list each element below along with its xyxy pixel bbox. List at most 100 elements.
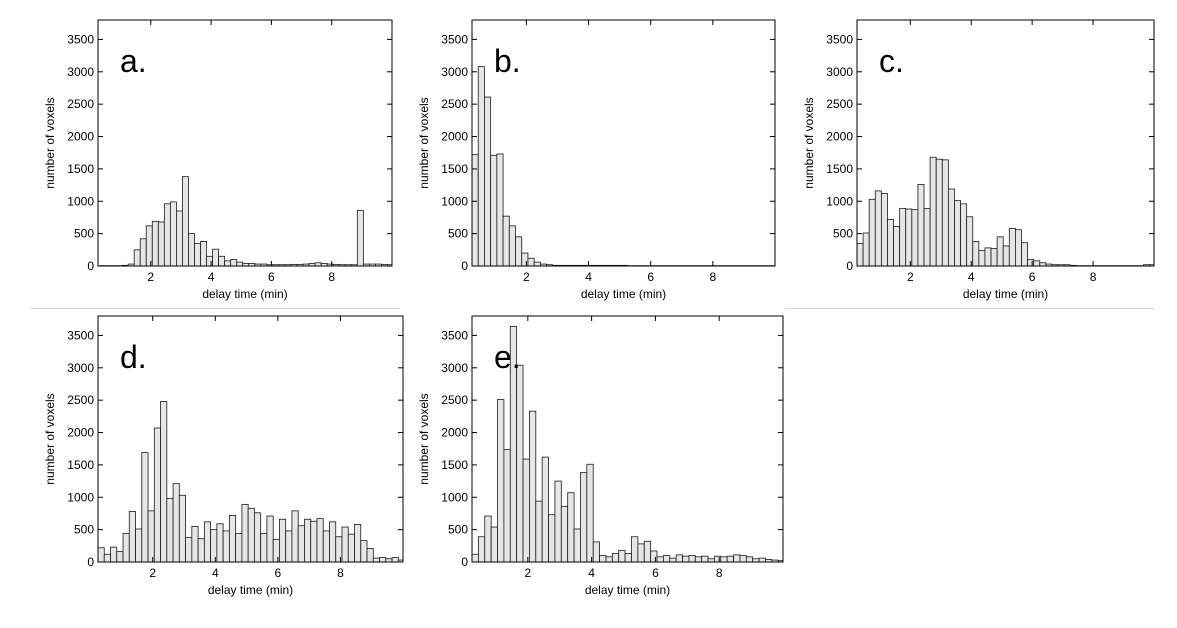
panel-label: b. [494, 43, 521, 79]
histogram-bar [176, 211, 182, 266]
y-tick-label: 3500 [826, 32, 853, 46]
histogram-bar [875, 191, 881, 266]
histogram-bar [894, 227, 900, 266]
histogram-bar [906, 209, 912, 266]
x-tick-label: 8 [328, 270, 335, 284]
y-axis-label: number of voxels [802, 97, 816, 188]
histogram-bar [936, 159, 942, 266]
histogram-bar [472, 554, 478, 562]
histogram-bar [117, 552, 123, 562]
histogram-bar [638, 544, 644, 562]
histogram-bar [158, 222, 164, 266]
histogram-bar [721, 557, 727, 562]
histogram-bar [242, 504, 248, 562]
histogram-bar [392, 557, 398, 562]
histogram-bar [484, 97, 490, 266]
histogram-bar [542, 457, 548, 562]
histogram-bar [355, 524, 361, 562]
y-tick-label: 1000 [441, 194, 468, 208]
x-axis-label: delay time (min) [963, 287, 1048, 301]
histogram-bar [991, 249, 997, 266]
histogram-bar [211, 530, 217, 562]
histogram-bar [1021, 243, 1027, 266]
histogram-bar [857, 243, 863, 266]
histogram-bar [555, 481, 561, 562]
y-tick-label: 1000 [441, 490, 468, 504]
y-tick-label: 2000 [826, 130, 853, 144]
y-tick-label: 2500 [826, 97, 853, 111]
histogram-bar [536, 501, 542, 562]
y-tick-label: 1500 [67, 458, 94, 472]
histogram-bar [167, 499, 173, 562]
histogram-bar [973, 241, 979, 266]
histogram-bar [702, 556, 708, 562]
y-tick-label: 1500 [441, 458, 468, 472]
histogram-bar [478, 537, 484, 562]
histogram-bar [223, 531, 229, 562]
x-tick-label: 6 [268, 270, 275, 284]
panel-label: e. [494, 339, 521, 375]
x-tick-label: 8 [1090, 270, 1097, 284]
histogram-bar [676, 555, 682, 562]
histogram-bar [930, 157, 936, 266]
histogram-bar [695, 557, 701, 562]
x-axis-label: delay time (min) [202, 287, 287, 301]
histogram-bar [357, 210, 363, 266]
histogram-bar [164, 204, 170, 266]
histogram-bar [663, 556, 669, 562]
y-tick-label: 1000 [67, 490, 94, 504]
histogram-bar [188, 234, 194, 266]
histogram-bar [714, 556, 720, 562]
histogram-bar [298, 526, 304, 562]
y-tick-label: 3000 [826, 65, 853, 79]
histogram-bar [198, 539, 204, 562]
y-tick-label: 2500 [67, 97, 94, 111]
histogram-bar [522, 253, 528, 266]
y-tick-label: 3000 [67, 65, 94, 79]
x-tick-label: 4 [588, 566, 595, 580]
histogram-bar [311, 521, 317, 562]
histogram-bar [140, 239, 146, 266]
y-tick-label: 2500 [441, 393, 468, 407]
x-tick-label: 6 [1029, 270, 1036, 284]
y-tick-label: 500 [74, 227, 94, 241]
y-tick-label: 2000 [441, 426, 468, 440]
histogram-bar [516, 237, 522, 266]
histogram-bar [517, 365, 523, 562]
histogram-bar [336, 537, 342, 562]
x-axis-label: delay time (min) [208, 583, 293, 597]
histogram-bar [869, 199, 875, 266]
histogram-bar [129, 512, 135, 562]
x-tick-label: 2 [524, 566, 531, 580]
histogram-bar [146, 226, 152, 266]
panel-label: d. [120, 339, 147, 375]
histogram-bar [568, 493, 574, 562]
histogram-bar [111, 547, 117, 562]
histogram-bar [631, 537, 637, 562]
histogram-bar [1028, 260, 1034, 266]
histogram-bar [273, 539, 279, 562]
y-tick-label: 500 [448, 227, 468, 241]
histogram-bar [509, 226, 515, 266]
x-tick-label: 6 [275, 566, 282, 580]
histogram-bar [587, 464, 593, 562]
histogram-bar [342, 527, 348, 562]
histogram-bar [887, 219, 893, 266]
x-tick-label: 8 [716, 566, 723, 580]
histogram-bar [997, 237, 1003, 266]
histogram-bar [380, 557, 386, 562]
histogram-bar [528, 258, 534, 266]
histogram-bar [529, 411, 535, 562]
x-tick-label: 4 [208, 270, 215, 284]
histogram-bar [286, 531, 292, 562]
y-tick-label: 500 [833, 227, 853, 241]
histogram-bar [472, 155, 478, 266]
x-axis-label: delay time (min) [581, 287, 666, 301]
histogram-bar [1003, 246, 1009, 266]
x-tick-label: 2 [907, 270, 914, 284]
